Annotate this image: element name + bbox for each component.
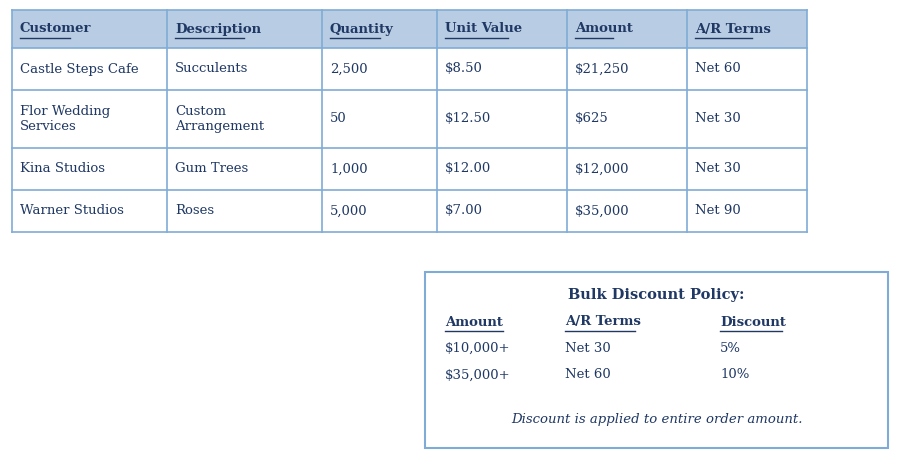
Text: Succulents: Succulents bbox=[175, 62, 248, 75]
Text: Net 60: Net 60 bbox=[695, 62, 741, 75]
Text: A/R Terms: A/R Terms bbox=[695, 22, 771, 35]
Text: Warner Studios: Warner Studios bbox=[20, 205, 124, 218]
Text: Gum Trees: Gum Trees bbox=[175, 162, 248, 175]
Text: 2,500: 2,500 bbox=[330, 62, 367, 75]
Bar bbox=[567, 10, 687, 48]
Bar bbox=[167, 10, 322, 48]
Text: $10,000+: $10,000+ bbox=[445, 341, 510, 354]
Text: 5,000: 5,000 bbox=[330, 205, 367, 218]
Text: Discount is applied to entire order amount.: Discount is applied to entire order amou… bbox=[511, 414, 802, 426]
Text: $12.50: $12.50 bbox=[445, 112, 491, 125]
Text: Customer: Customer bbox=[20, 22, 92, 35]
Text: Net 30: Net 30 bbox=[565, 341, 611, 354]
Text: Discount: Discount bbox=[720, 315, 786, 329]
Bar bbox=[12, 10, 167, 48]
Text: $625: $625 bbox=[575, 112, 608, 125]
Text: Unit Value: Unit Value bbox=[445, 22, 522, 35]
Text: Net 30: Net 30 bbox=[695, 112, 741, 125]
Bar bbox=[322, 10, 437, 48]
Text: Amount: Amount bbox=[445, 315, 503, 329]
Bar bbox=[425, 272, 888, 448]
Bar bbox=[12, 190, 807, 232]
Text: Bulk Discount Policy:: Bulk Discount Policy: bbox=[568, 288, 745, 302]
Text: Amount: Amount bbox=[575, 22, 633, 35]
Text: $8.50: $8.50 bbox=[445, 62, 483, 75]
Text: Net 60: Net 60 bbox=[565, 369, 611, 381]
Text: $12,000: $12,000 bbox=[575, 162, 629, 175]
Text: $12.00: $12.00 bbox=[445, 162, 491, 175]
Text: 50: 50 bbox=[330, 112, 346, 125]
Text: Net 30: Net 30 bbox=[695, 162, 741, 175]
Bar bbox=[12, 90, 807, 148]
Text: Description: Description bbox=[175, 22, 261, 35]
Text: Quantity: Quantity bbox=[330, 22, 394, 35]
Text: Custom
Arrangement: Custom Arrangement bbox=[175, 105, 264, 133]
Bar bbox=[687, 10, 807, 48]
Text: $35,000: $35,000 bbox=[575, 205, 630, 218]
Bar bbox=[12, 48, 807, 90]
Text: A/R Terms: A/R Terms bbox=[565, 315, 641, 329]
Text: 5%: 5% bbox=[720, 341, 741, 354]
Text: Castle Steps Cafe: Castle Steps Cafe bbox=[20, 62, 139, 75]
Text: Flor Wedding
Services: Flor Wedding Services bbox=[20, 105, 110, 133]
Text: Kina Studios: Kina Studios bbox=[20, 162, 105, 175]
Text: 1,000: 1,000 bbox=[330, 162, 367, 175]
Bar bbox=[437, 10, 567, 48]
Bar bbox=[12, 148, 807, 190]
Text: 10%: 10% bbox=[720, 369, 750, 381]
Text: Roses: Roses bbox=[175, 205, 214, 218]
Text: $7.00: $7.00 bbox=[445, 205, 483, 218]
Text: $35,000+: $35,000+ bbox=[445, 369, 510, 381]
Text: Net 90: Net 90 bbox=[695, 205, 741, 218]
Text: $21,250: $21,250 bbox=[575, 62, 629, 75]
